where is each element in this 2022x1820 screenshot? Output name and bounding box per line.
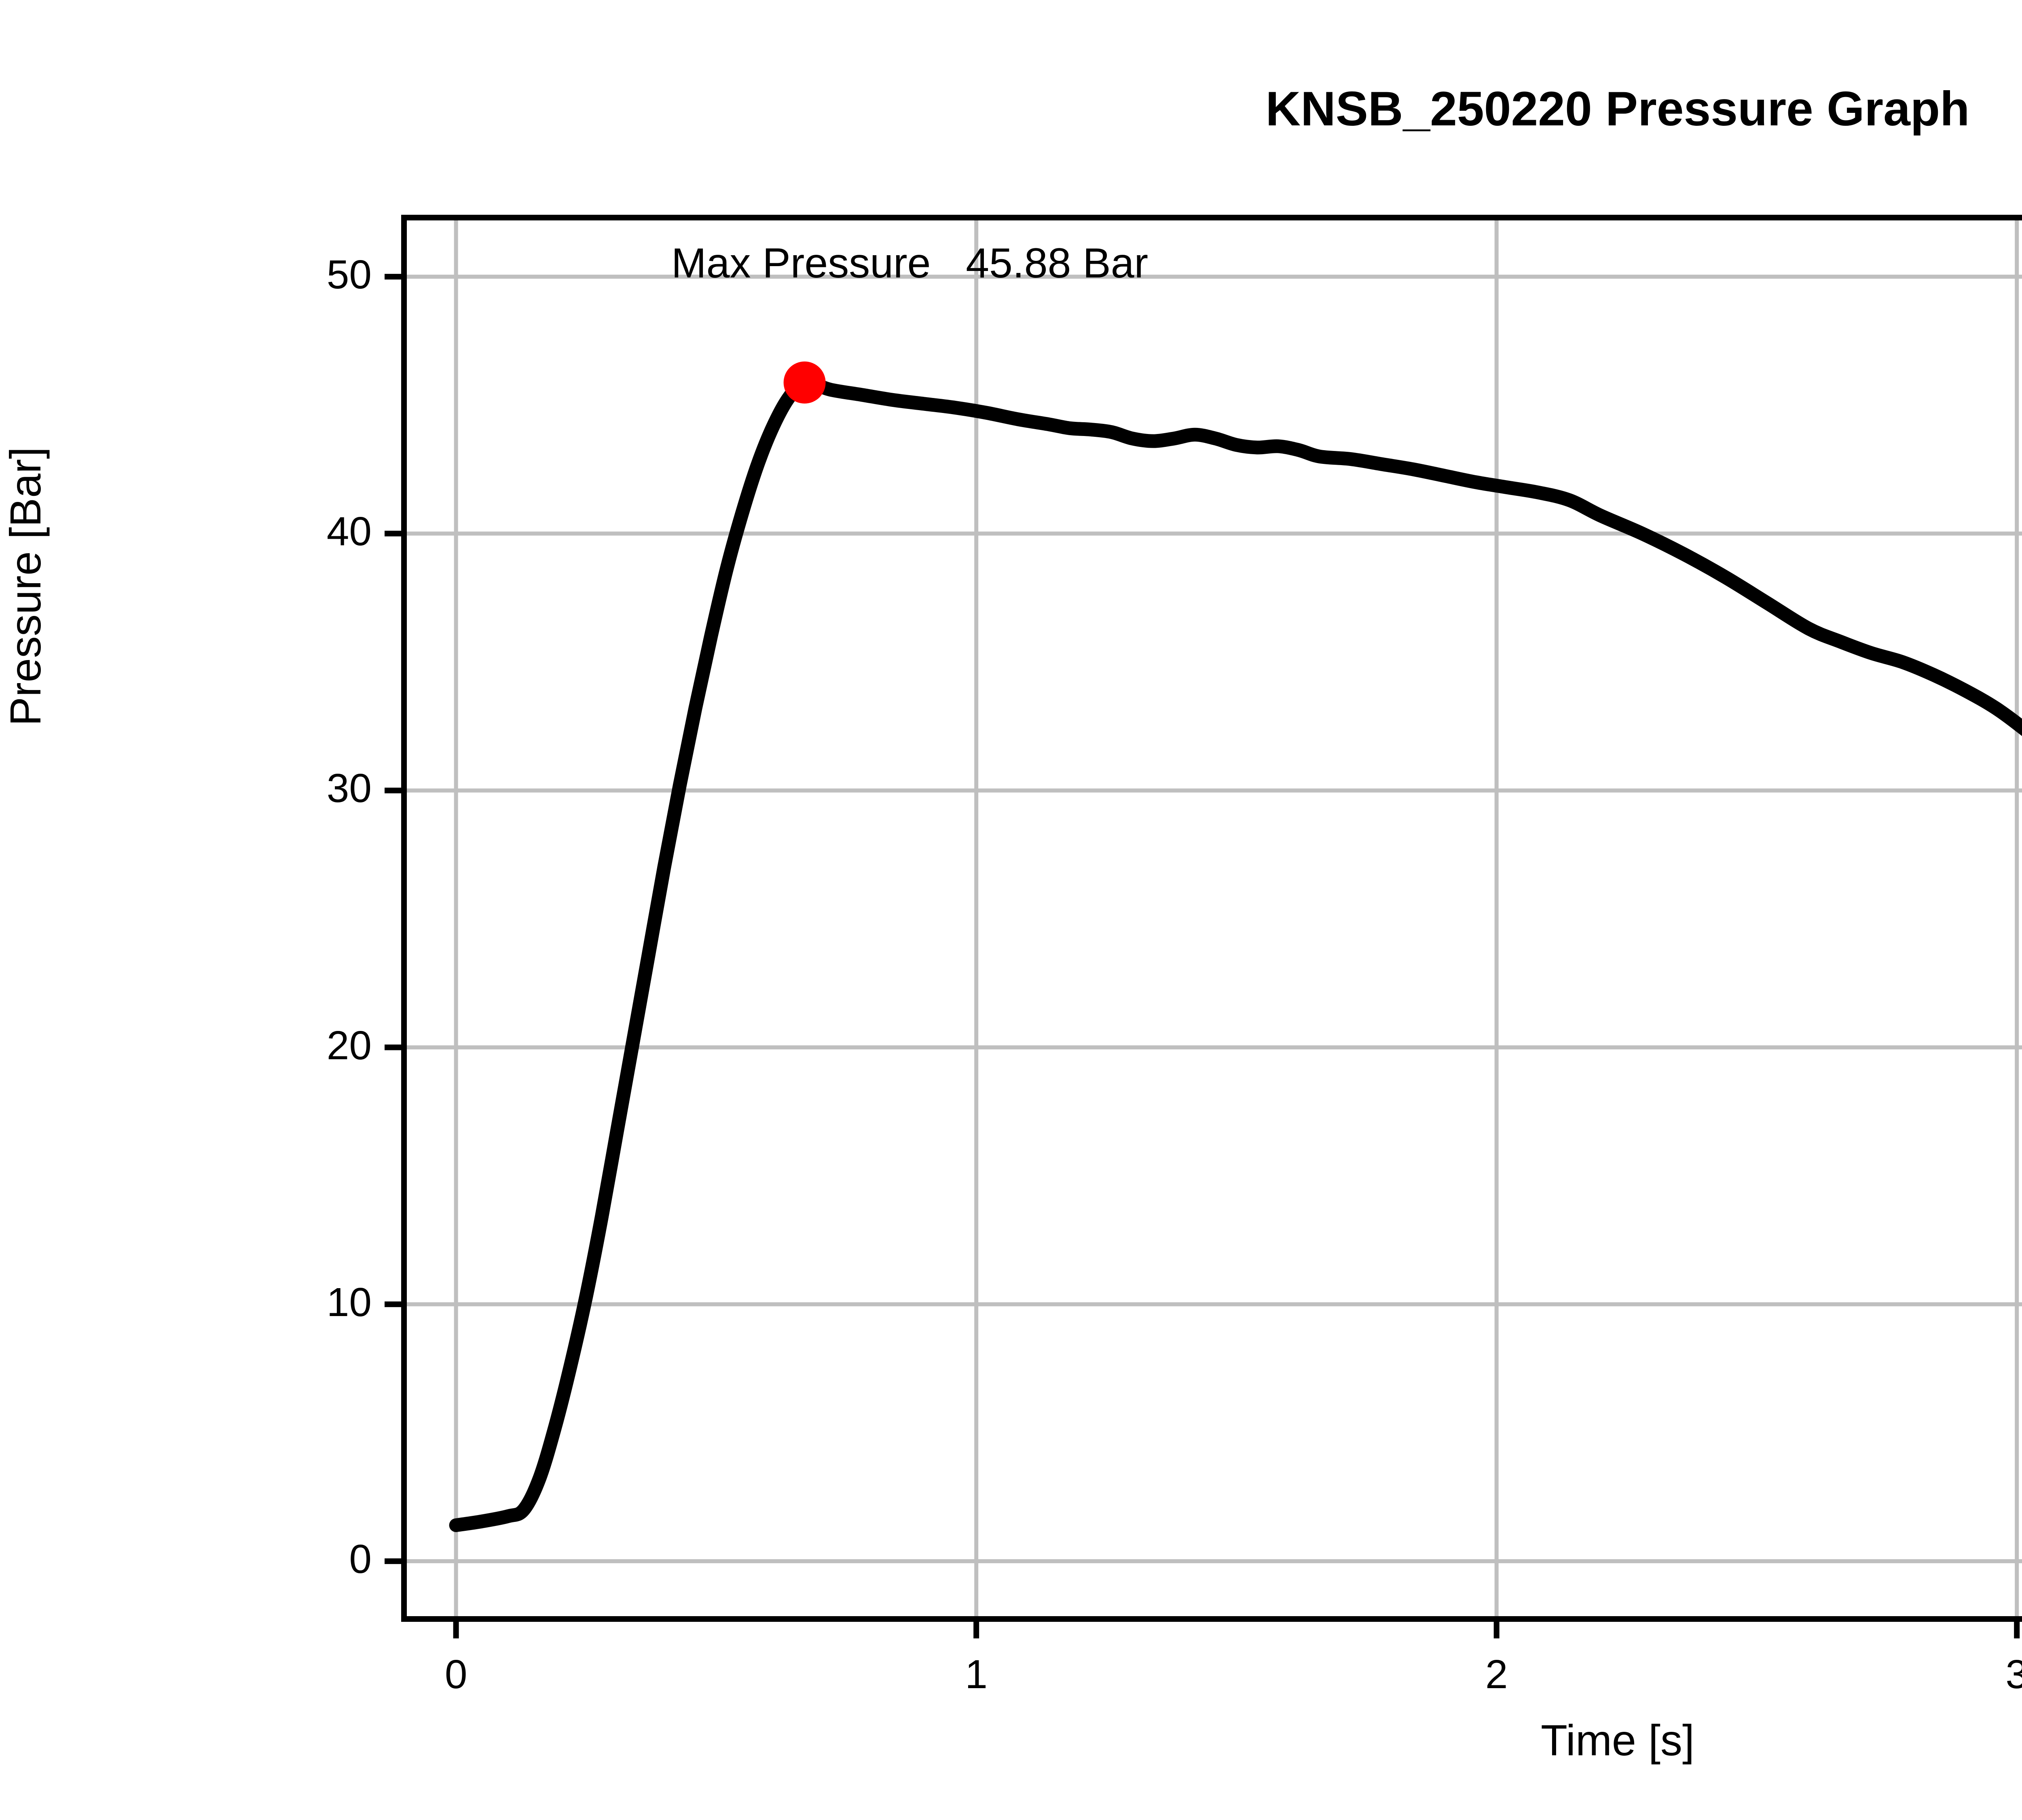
x-tick-label: 1 [965, 1652, 988, 1697]
y-axis-label: Pressure [Bar] [1, 447, 50, 726]
max-pressure-marker [783, 361, 826, 404]
y-tick-label: 10 [326, 1279, 372, 1325]
page-title: KNSB_250220 Pressure Graph [1265, 82, 1970, 136]
pressure-line [449, 375, 2022, 1532]
y-tick-label: 50 [326, 252, 372, 298]
y-tick-label: 30 [326, 766, 372, 811]
y-tick-label: 40 [326, 509, 372, 554]
tick-marks [385, 274, 2020, 1638]
max-pressure-annotation: Max Pressure 45.88 Bar [671, 240, 1148, 287]
y-tick-label: 0 [349, 1536, 372, 1582]
x-tick-label: 2 [1485, 1652, 1508, 1697]
x-tick-label: 0 [444, 1652, 467, 1697]
plot-frame [401, 215, 2022, 1622]
x-axis-label: Time [s] [1540, 1716, 1694, 1765]
gridlines [404, 218, 2022, 1619]
y-tick-label: 20 [326, 1022, 372, 1068]
x-tick-label: 3 [2005, 1652, 2022, 1697]
data-markers [783, 361, 826, 404]
